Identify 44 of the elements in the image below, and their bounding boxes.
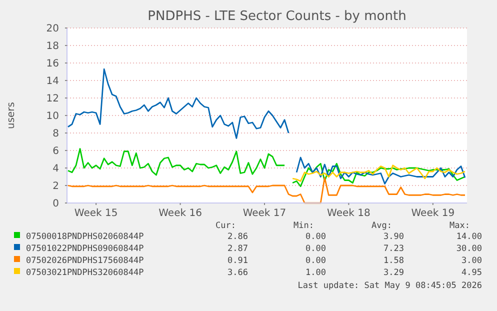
text: Max: <box>450 221 470 231</box>
y-tick-label: 2 <box>52 181 59 192</box>
text: Avg: <box>372 221 392 231</box>
text: 2.86 <box>228 232 248 242</box>
chart-title: PNDPHS - LTE Sector Counts - by month <box>148 9 406 24</box>
text: 3.66 <box>228 268 248 278</box>
y-axis-title: users <box>6 102 17 130</box>
y-tick-label: 20 <box>46 24 59 34</box>
legend-label: 07500018PNDPHS02060844P <box>26 232 144 242</box>
text: 0.00 <box>306 232 326 242</box>
text: 7.23 <box>384 244 404 254</box>
x-tick-label: Week 19 <box>411 208 455 219</box>
text: 1.58 <box>384 256 404 266</box>
legend-label: 07501022PNDPHS09060844P <box>26 244 144 254</box>
text: 2.87 <box>228 244 248 254</box>
text: 0.00 <box>306 244 326 254</box>
x-tick-label: Week 16 <box>158 208 202 219</box>
text: 14.00 <box>456 232 482 242</box>
text: 1.00 <box>306 268 326 278</box>
text: 0.00 <box>306 256 326 266</box>
y-tick-label: 10 <box>46 111 59 122</box>
y-tick-label: 6 <box>52 146 59 157</box>
x-tick-label: Week 18 <box>327 208 370 219</box>
y-tick-label: 16 <box>46 58 59 70</box>
y-tick-label: 8 <box>52 128 59 140</box>
text: 4.95 <box>462 268 482 278</box>
text: 3.00 <box>462 256 482 266</box>
text: 3.90 <box>384 232 404 242</box>
x-tick-label: Week 15 <box>74 208 118 219</box>
y-tick-label: 12 <box>46 94 59 104</box>
text: Min: <box>294 221 314 231</box>
text: Cur: <box>216 221 236 231</box>
text: 3.29 <box>384 268 404 278</box>
y-tick-label: 14 <box>46 76 59 87</box>
legend-label: 07503021PNDPHS32060844P <box>26 268 144 278</box>
x-tick-label: Week 17 <box>242 208 286 219</box>
y-tick-label: 0 <box>52 198 59 210</box>
legend-label: 07502026PNDPHS17560844P <box>26 256 144 266</box>
line-series <box>292 164 466 182</box>
y-tick-label: 18 <box>46 41 59 52</box>
text: Last update: Sat May 9 08:45:05 2026 <box>298 281 482 291</box>
text: 30.00 <box>456 244 482 254</box>
y-tick-label: 4 <box>52 164 59 174</box>
text: 0.91 <box>228 256 248 266</box>
